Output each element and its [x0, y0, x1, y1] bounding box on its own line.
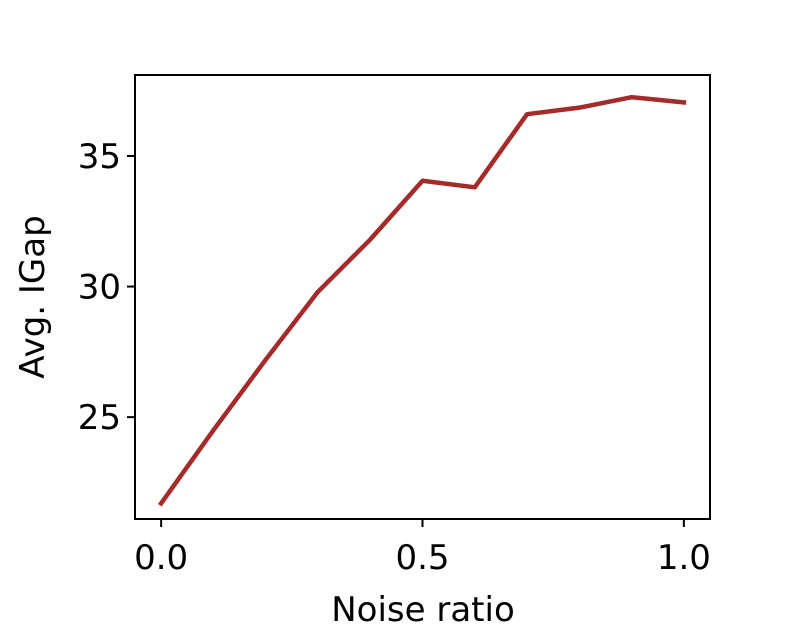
y-tick-label-2: 35 [78, 137, 121, 177]
series-line-0 [158, 94, 687, 507]
y-axis-label: Avg. IGap [13, 215, 53, 378]
y-tick-label-1: 30 [78, 268, 121, 308]
x-tick-label-2: 1.0 [657, 538, 711, 578]
x-tick-label-1: 0.5 [395, 538, 449, 578]
y-axis: 25 30 35 [78, 137, 135, 438]
x-tick-label-0: 0.0 [134, 538, 188, 578]
y-tick-label-0: 25 [78, 398, 121, 438]
x-axis-label: Noise ratio [331, 590, 515, 630]
x-axis: 0.0 0.5 1.0 [134, 519, 711, 578]
